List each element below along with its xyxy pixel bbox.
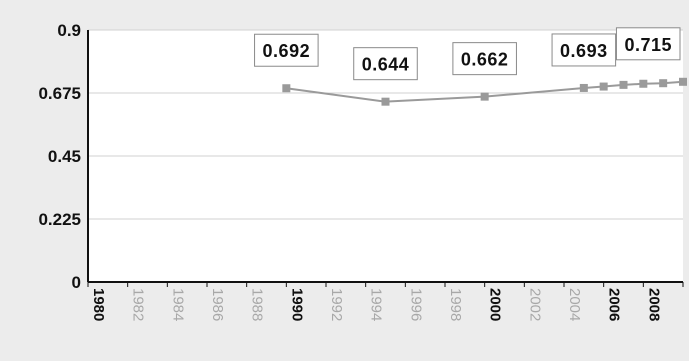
data-label-box	[615, 27, 681, 61]
data-point-marker	[381, 97, 390, 106]
x-tick-label: 1980	[90, 288, 107, 321]
x-tick-label: 1990	[288, 288, 305, 321]
data-label: 0.662	[452, 42, 517, 76]
data-point-marker	[599, 82, 608, 91]
data-label-box	[452, 42, 517, 76]
y-tick-label: 0.9	[57, 21, 81, 40]
data-label: 0.693	[551, 33, 617, 67]
x-tick-label: 2008	[645, 288, 662, 321]
data-label-text: 0.715	[624, 35, 672, 55]
data-series	[282, 77, 687, 106]
x-tick-label: 2000	[487, 288, 504, 321]
x-tick-label: 1984	[169, 288, 186, 321]
y-tick-label: 0.675	[38, 84, 81, 103]
data-label: 0.692	[254, 33, 319, 67]
data-point-marker	[480, 92, 489, 101]
data-label-text: 0.692	[263, 41, 311, 61]
data-point-marker	[282, 84, 291, 93]
x-tick-labels: 1980 1982 1984 1986 1988 1990 1992 1994 1996 1998…	[90, 288, 689, 321]
data-label-text: 0.693	[560, 41, 608, 61]
data-point-marker	[579, 83, 588, 92]
axes	[87, 30, 684, 287]
grid-lines	[88, 29, 683, 220]
y-tick-label: 0	[72, 273, 81, 292]
x-tick-label: 2010	[685, 288, 689, 321]
data-point-marker	[679, 77, 687, 86]
y-tick-labels: 0 0.225 0.45 0.675 0.9	[38, 21, 81, 292]
data-label-text: 0.644	[362, 55, 410, 75]
y-tick-label: 0.225	[38, 210, 81, 229]
data-point-marker	[659, 79, 668, 88]
data-point-marker	[639, 79, 648, 88]
y-tick-label: 0.45	[48, 147, 81, 166]
data-label-box	[254, 33, 319, 67]
x-tick-label: 1982	[130, 288, 147, 321]
data-labels: 0.692 0.644 0.662 0.693 0.715	[254, 27, 681, 81]
x-tick-label: 2006	[606, 288, 623, 321]
data-label: 0.715	[615, 27, 681, 61]
x-tick-label: 1988	[249, 288, 266, 321]
x-tick-label: 2004	[566, 288, 583, 321]
x-tick-label: 1996	[407, 288, 424, 321]
data-label: 0.644	[353, 47, 418, 81]
x-tick-label: 1994	[368, 288, 385, 321]
x-tick-label: 1986	[209, 288, 226, 321]
data-label-text: 0.662	[461, 50, 509, 70]
data-label-box	[353, 47, 418, 81]
x-tick-label: 1998	[447, 288, 464, 321]
x-tick-label: 2002	[526, 288, 543, 321]
data-label-box	[551, 33, 617, 67]
x-tick-label: 1992	[328, 288, 345, 321]
data-point-marker	[619, 80, 628, 89]
